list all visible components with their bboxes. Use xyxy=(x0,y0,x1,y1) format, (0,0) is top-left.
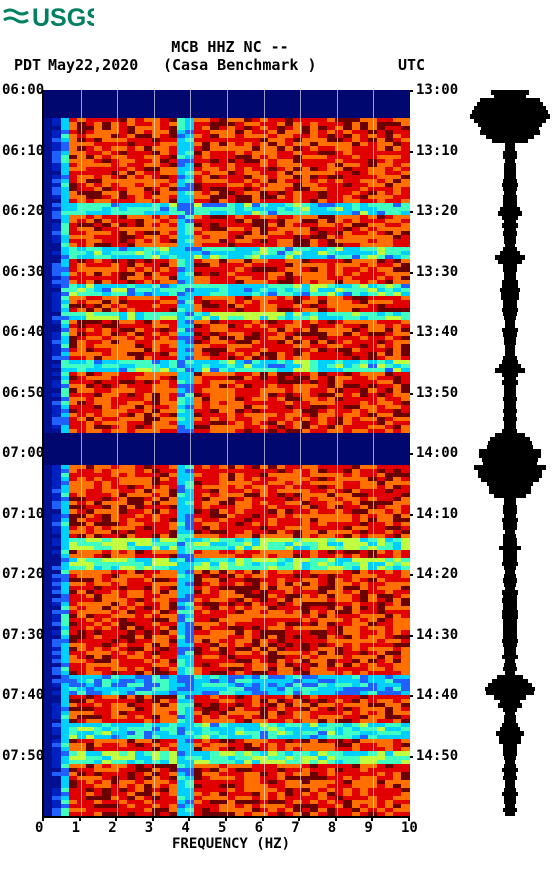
y-left-tick-label: 06:50 xyxy=(2,385,44,401)
y-left-tick-label: 06:00 xyxy=(2,82,44,98)
y-right-tick-label: 14:00 xyxy=(416,445,458,461)
y-left-tick-label: 07:50 xyxy=(2,748,44,764)
x-tick-label: 9 xyxy=(364,820,372,836)
x-tick-label: 5 xyxy=(218,820,226,836)
y-right-tick-label: 14:40 xyxy=(416,687,458,703)
date-label: May22,2020 xyxy=(48,56,138,74)
usgs-logo: USGS xyxy=(2,2,94,36)
y-left-tick-label: 07:10 xyxy=(2,506,44,522)
y-right-tick-label: 14:30 xyxy=(416,627,458,643)
logo-text: USGS xyxy=(32,4,94,32)
x-tick-label: 3 xyxy=(145,820,153,836)
y-left-tick-label: 07:40 xyxy=(2,687,44,703)
y-left-tick-label: 07:00 xyxy=(2,445,44,461)
y-left-tick-label: 06:10 xyxy=(2,143,44,159)
x-tick-label: 6 xyxy=(255,820,263,836)
y-right-tick-label: 13:10 xyxy=(416,143,458,159)
y-left-tick-label: 06:30 xyxy=(2,264,44,280)
right-tz-label: UTC xyxy=(398,56,425,74)
y-left-tick-label: 06:40 xyxy=(2,324,44,340)
x-tick-label: 0 xyxy=(35,820,43,836)
left-tz-label: PDT xyxy=(14,56,41,74)
x-axis-title: FREQUENCY (HZ) xyxy=(172,836,290,852)
station-name: (Casa Benchmark ) xyxy=(163,56,317,74)
y-left-tick-label: 06:20 xyxy=(2,203,44,219)
y-right-tick-label: 14:10 xyxy=(416,506,458,522)
x-tick-label: 2 xyxy=(108,820,116,836)
spectrogram-plot xyxy=(42,90,410,818)
x-tick-label: 7 xyxy=(291,820,299,836)
y-right-tick-label: 13:00 xyxy=(416,82,458,98)
station-code: MCB HHZ NC -- xyxy=(0,38,460,56)
y-left-tick-label: 07:30 xyxy=(2,627,44,643)
y-right-tick-label: 14:50 xyxy=(416,748,458,764)
waveform-trace xyxy=(470,90,550,816)
y-left-tick-label: 07:20 xyxy=(2,566,44,582)
x-tick-label: 8 xyxy=(328,820,336,836)
y-right-tick-label: 13:50 xyxy=(416,385,458,401)
y-right-tick-label: 13:30 xyxy=(416,264,458,280)
y-right-tick-label: 14:20 xyxy=(416,566,458,582)
y-right-tick-label: 13:40 xyxy=(416,324,458,340)
chart-header: MCB HHZ NC -- PDT May22,2020 (Casa Bench… xyxy=(0,38,552,56)
y-right-tick-label: 13:20 xyxy=(416,203,458,219)
x-tick-label: 4 xyxy=(181,820,189,836)
x-tick-label: 10 xyxy=(401,820,418,836)
x-tick-label: 1 xyxy=(72,820,80,836)
